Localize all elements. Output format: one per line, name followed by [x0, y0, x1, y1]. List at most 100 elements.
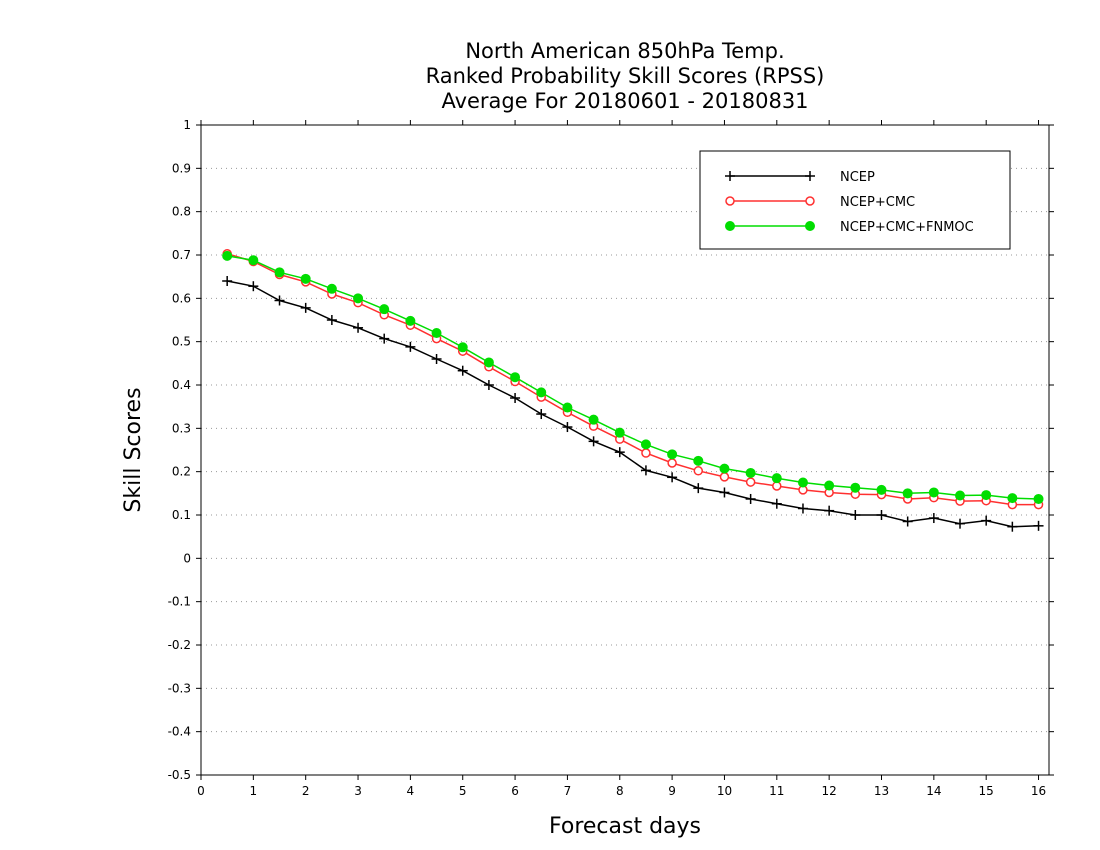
- data-point: [771, 498, 782, 509]
- data-point: [614, 447, 625, 458]
- title-line-2: Ranked Probability Skill Scores (RPSS): [426, 64, 825, 88]
- data-point: [562, 402, 573, 413]
- data-point: [562, 422, 573, 433]
- x-tick-label: 15: [979, 784, 994, 798]
- data-point: [326, 315, 337, 325]
- data-point: [222, 276, 233, 286]
- legend-marker: [725, 221, 735, 231]
- series-ncep-cmc: [222, 248, 1044, 510]
- legend-item: NCEP: [725, 170, 875, 185]
- data-point: [850, 510, 861, 520]
- data-point: [353, 322, 364, 333]
- y-tick-label: -0.2: [168, 638, 191, 652]
- x-tick-label: 16: [1031, 784, 1046, 798]
- data-point: [928, 487, 939, 498]
- legend-item: NCEP+CMC: [725, 195, 915, 210]
- y-tick-label: 1: [183, 118, 191, 132]
- data-point: [248, 255, 259, 266]
- x-tick-label: 12: [822, 784, 837, 798]
- legend-box: [699, 150, 1011, 250]
- data-point: [771, 473, 782, 484]
- y-tick-label: 0.1: [172, 508, 191, 522]
- x-axis-label: Forecast days: [549, 814, 701, 839]
- data-point: [640, 465, 651, 476]
- data-point: [431, 328, 442, 338]
- data-point: [353, 293, 364, 304]
- data-point: [588, 414, 599, 425]
- data-point: [641, 448, 651, 458]
- legend-label: NCEP+CMC: [840, 195, 915, 210]
- legend-item: NCEP+CMC+FNMOC: [725, 220, 974, 235]
- data-point: [693, 483, 704, 494]
- data-point: [667, 449, 678, 460]
- x-tick-label: 10: [717, 784, 732, 798]
- y-tick-label: -0.4: [168, 725, 191, 739]
- legend: NCEP NCEP+CMC NCEP+CMC+FNMOC: [699, 150, 1011, 250]
- series-layer: [222, 248, 1044, 532]
- y-tick-label: 0.6: [172, 291, 191, 305]
- data-point: [955, 518, 966, 529]
- data-point: [1007, 521, 1018, 532]
- data-point: [536, 409, 547, 420]
- data-point: [824, 480, 835, 491]
- data-point: [719, 472, 730, 482]
- data-point: [745, 467, 756, 478]
- data-point: [667, 472, 678, 483]
- data-point: [510, 372, 521, 383]
- data-point: [326, 283, 337, 294]
- y-tick-label: 0.3: [172, 421, 191, 435]
- data-point: [431, 354, 442, 364]
- data-point: [248, 281, 259, 292]
- data-point: [300, 302, 311, 313]
- data-point: [222, 250, 233, 261]
- data-point: [1033, 493, 1044, 504]
- grid: [201, 167, 1049, 733]
- data-point: [1033, 520, 1044, 531]
- x-tick-label: 13: [874, 784, 889, 798]
- legend-marker: [805, 171, 815, 181]
- data-point: [379, 304, 390, 315]
- data-point: [824, 505, 835, 516]
- series-line: [227, 255, 1039, 500]
- series-line: [226, 252, 1039, 506]
- y-axis-label: Skill Scores: [121, 387, 146, 512]
- data-point: [772, 481, 782, 491]
- data-point: [928, 513, 939, 524]
- y-tick-label: 0.8: [172, 205, 191, 219]
- x-tick-label: 4: [407, 784, 415, 798]
- data-point: [719, 463, 730, 474]
- x-tick-label: 1: [250, 784, 258, 798]
- data-point: [274, 295, 285, 306]
- x-tick-label: 6: [511, 784, 519, 798]
- x-tick-label: 8: [616, 784, 624, 798]
- plot-frame: [200, 124, 1050, 776]
- y-tick-label: 0.4: [172, 378, 191, 392]
- data-point: [614, 427, 625, 438]
- series-ncep: [222, 276, 1044, 532]
- data-point: [483, 357, 494, 368]
- data-point: [483, 380, 494, 390]
- legend-marker: [805, 221, 815, 231]
- series-line: [227, 280, 1039, 528]
- y-tick-label: -0.5: [168, 768, 191, 782]
- y-tick-label: -0.1: [168, 595, 191, 609]
- legend-marker: [725, 171, 735, 181]
- y-tick-label: 0.7: [172, 248, 191, 262]
- data-point: [379, 333, 390, 344]
- x-tick-label: 0: [197, 784, 205, 798]
- data-point: [536, 387, 547, 398]
- x-tick-label: 14: [926, 784, 941, 798]
- x-tick-label: 7: [564, 784, 572, 798]
- data-point: [405, 315, 416, 326]
- legend-label: NCEP+CMC+FNMOC: [840, 220, 974, 235]
- data-point: [510, 393, 521, 403]
- x-tick-label: 11: [769, 784, 784, 798]
- y-tick-label: 0.2: [172, 465, 191, 479]
- legend-marker: [725, 196, 735, 206]
- data-point: [745, 493, 756, 504]
- y-tick-label: -0.3: [168, 681, 191, 695]
- x-tick-label: 9: [668, 784, 676, 798]
- data-point: [981, 515, 992, 526]
- data-point: [797, 503, 808, 514]
